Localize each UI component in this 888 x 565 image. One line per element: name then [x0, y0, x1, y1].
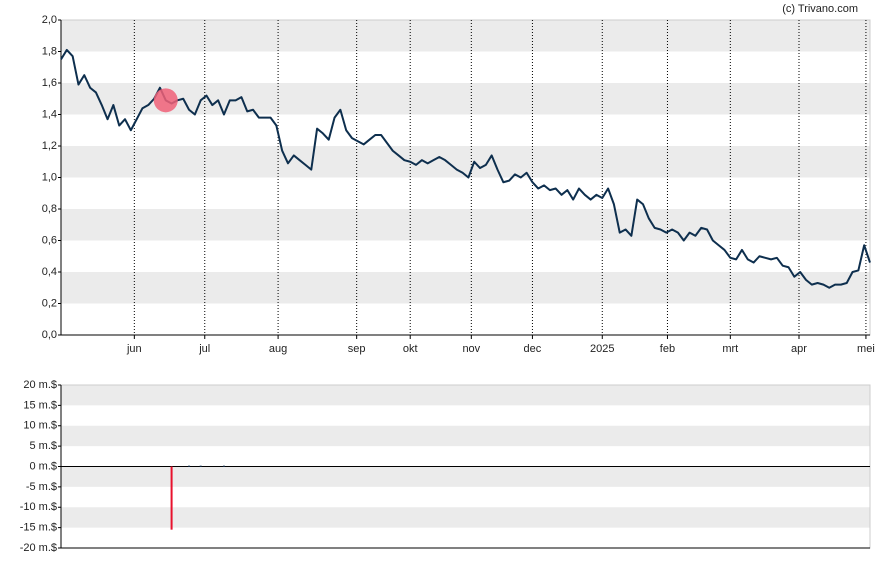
- y-tick-label: 1,4: [42, 108, 57, 120]
- y-tick-label: 15 m.$: [23, 399, 57, 411]
- bar: [222, 465, 225, 467]
- y-tick-label: 20 m.$: [23, 379, 57, 391]
- y-tick-label: 1,2: [42, 140, 57, 152]
- x-tick-label: jul: [198, 343, 210, 355]
- y-tick-label: 0,8: [42, 203, 57, 215]
- y-tick-label: 1,8: [42, 45, 57, 57]
- y-tick-label: 5 m.$: [29, 440, 57, 452]
- y-tick-label: -5 m.$: [26, 481, 57, 493]
- y-tick-label: 0 m.$: [29, 460, 57, 472]
- grid-band: [61, 466, 870, 487]
- x-tick-label: nov: [462, 343, 480, 355]
- grid-band: [61, 20, 870, 52]
- grid-band: [61, 507, 870, 528]
- y-tick-label: 0,6: [42, 234, 57, 246]
- bar: [170, 466, 173, 530]
- y-tick-label: 0,0: [42, 329, 57, 341]
- x-tick-label: mei: [857, 343, 875, 355]
- y-tick-label: -15 m.$: [20, 522, 57, 534]
- bar: [188, 465, 191, 467]
- x-tick-label: 2025: [590, 343, 614, 355]
- y-tick-label: 2,0: [42, 14, 57, 26]
- y-tick-label: 1,6: [42, 77, 57, 89]
- grid-band: [61, 272, 870, 304]
- y-tick-label: 0,4: [42, 266, 57, 278]
- y-tick-label: 1,0: [42, 171, 57, 183]
- y-tick-label: -20 m.$: [20, 542, 57, 554]
- highlight-marker: [153, 88, 178, 113]
- x-tick-label: aug: [269, 343, 287, 355]
- bar: [199, 465, 202, 467]
- x-tick-label: feb: [660, 343, 675, 355]
- source-label: (c) Trivano.com: [782, 3, 858, 15]
- y-tick-label: 0,2: [42, 297, 57, 309]
- x-tick-label: sep: [348, 343, 366, 355]
- grid-band: [61, 425, 870, 447]
- price-line: [60, 48, 871, 289]
- x-tick-label: apr: [791, 343, 807, 355]
- y-tick-label: -10 m.$: [20, 501, 57, 513]
- x-tick-label: dec: [524, 343, 542, 355]
- x-tick-label: jun: [126, 343, 142, 355]
- grid-band: [61, 83, 870, 115]
- grid-band: [61, 385, 870, 406]
- x-tick-label: okt: [403, 343, 418, 355]
- y-tick-label: 10 m.$: [23, 420, 57, 432]
- grid-band: [61, 209, 870, 241]
- grid-band: [61, 146, 870, 178]
- x-tick-label: mrt: [722, 343, 738, 355]
